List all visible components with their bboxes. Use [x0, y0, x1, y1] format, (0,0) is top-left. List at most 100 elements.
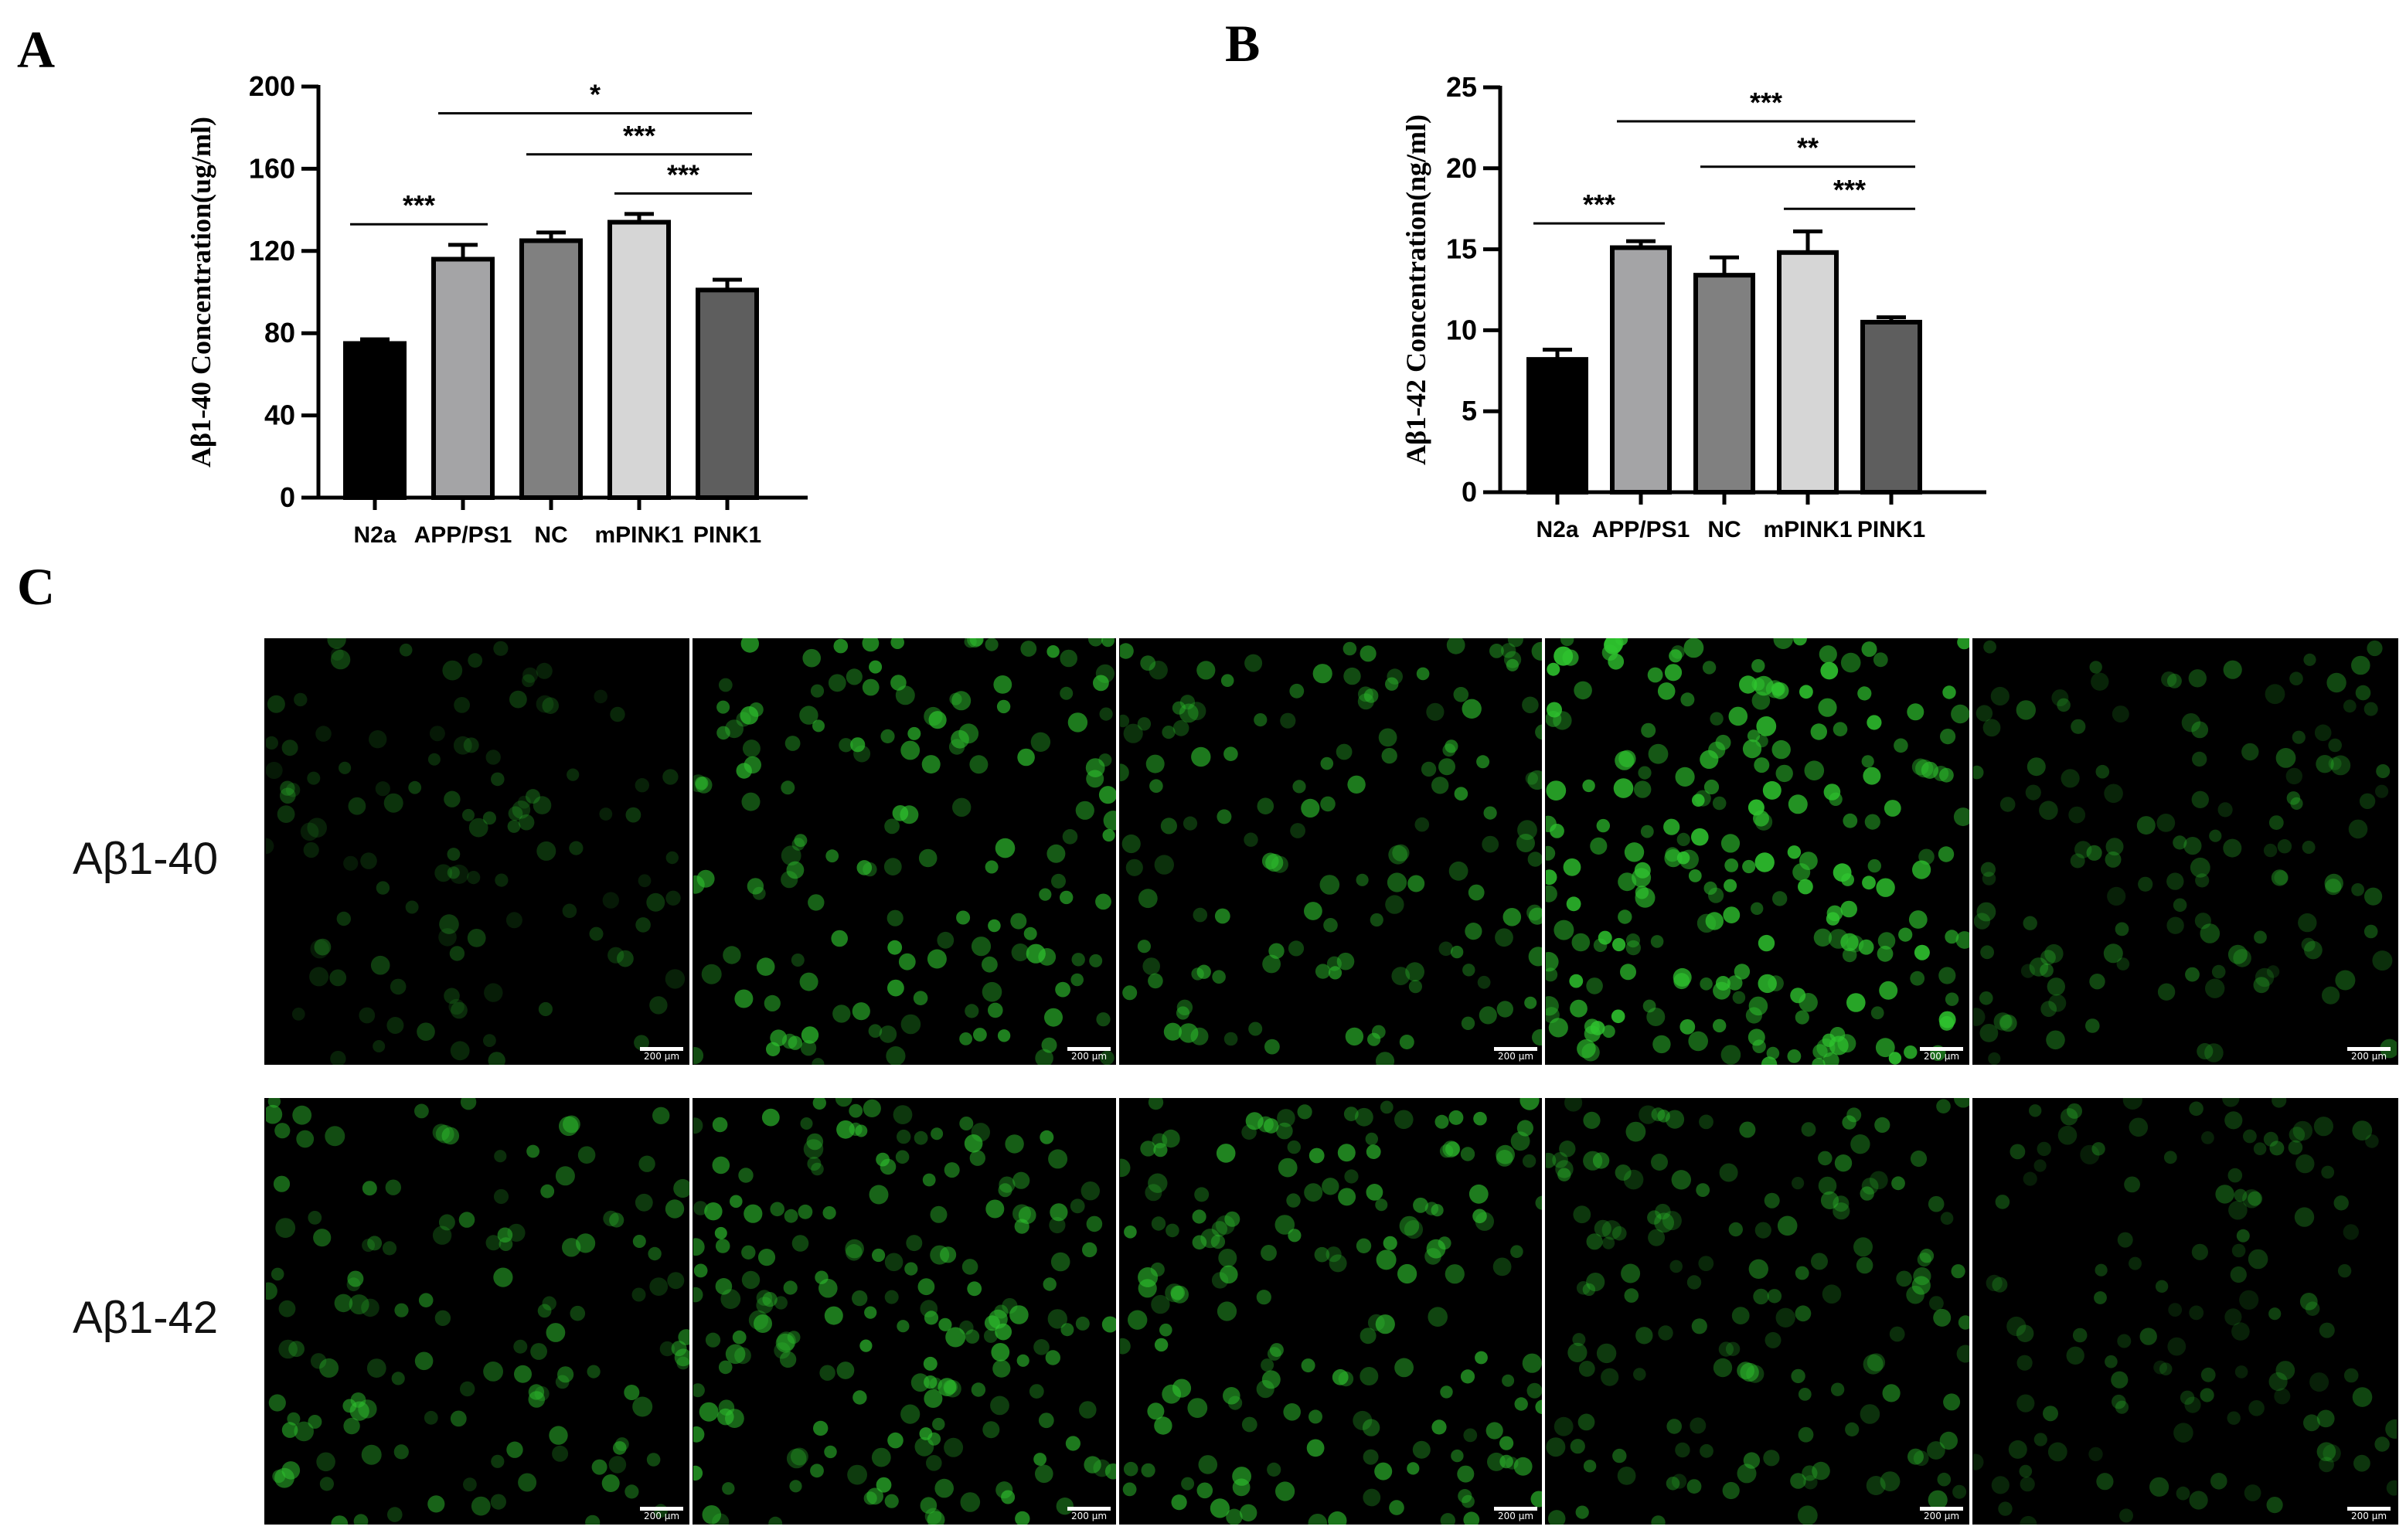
cell	[2122, 1098, 2142, 1110]
cell	[1275, 1481, 1295, 1501]
cell	[812, 1098, 826, 1110]
cell	[1461, 1016, 1475, 1030]
cell	[1703, 881, 1717, 895]
cell	[926, 1455, 942, 1471]
cell	[1793, 638, 1807, 646]
cell	[1919, 1249, 1935, 1263]
cell	[1799, 685, 1813, 699]
cell	[366, 1358, 386, 1378]
cell	[1820, 1191, 1839, 1209]
cell	[1638, 766, 1652, 780]
cell	[267, 695, 285, 713]
cell	[493, 641, 509, 656]
cell	[846, 668, 863, 685]
cell	[900, 1404, 921, 1424]
cell	[886, 1046, 906, 1065]
cell	[534, 1386, 550, 1402]
cell	[1397, 1263, 1417, 1284]
cell	[1016, 1354, 1029, 1367]
cell	[1688, 1031, 1708, 1052]
cell	[1264, 1039, 1280, 1055]
cell	[2227, 1411, 2241, 1425]
scale-bar: 200 μm	[1920, 1507, 1963, 1521]
cell	[1297, 1104, 1312, 1120]
cell	[2268, 1307, 2282, 1321]
cell	[1407, 1462, 1420, 1475]
cell	[386, 1017, 404, 1034]
cell	[995, 1323, 1012, 1341]
row-label-abeta40: Aβ1-40	[73, 834, 219, 884]
cell	[1863, 1354, 1884, 1375]
significance-label: ***	[403, 189, 435, 221]
cell	[1992, 1277, 2008, 1293]
y-tick-label: 160	[249, 152, 295, 184]
cell	[1370, 913, 1383, 927]
cell	[1647, 667, 1663, 683]
microscopy-image: 200 μm	[1973, 638, 2397, 1065]
cell	[1991, 1476, 2010, 1494]
cell	[1980, 945, 1994, 960]
cell	[2323, 1444, 2341, 1463]
cell	[1388, 845, 1408, 865]
cell	[937, 931, 955, 949]
cell	[1179, 703, 1199, 723]
cell	[1675, 767, 1695, 787]
bar-app-ps1	[431, 257, 495, 500]
cell	[1993, 1012, 2013, 1031]
cell	[1098, 753, 1112, 767]
cell	[1009, 1305, 1029, 1324]
cell	[1810, 723, 1827, 740]
cell	[2236, 1229, 2250, 1243]
cell	[1531, 641, 1543, 661]
cell	[959, 1032, 972, 1045]
cell	[1269, 1343, 1284, 1358]
tile-divider	[689, 638, 693, 1065]
cell	[1431, 1419, 1447, 1435]
cell	[1840, 652, 1861, 673]
cell	[952, 797, 972, 817]
cell	[1765, 1331, 1782, 1348]
cell	[1812, 1461, 1830, 1481]
cell	[1399, 1215, 1420, 1236]
cell	[1758, 974, 1777, 994]
cell	[1123, 723, 1143, 743]
cell	[1462, 699, 1482, 719]
cell	[1866, 1476, 1886, 1495]
cell	[2107, 886, 2126, 906]
cell	[1527, 852, 1543, 867]
cell	[288, 1341, 305, 1358]
cell	[667, 1272, 685, 1290]
cell	[927, 949, 947, 969]
cell	[266, 1104, 283, 1124]
cell	[1082, 1242, 1098, 1258]
cell	[2104, 784, 2123, 804]
cell	[559, 1116, 579, 1137]
cell	[1979, 991, 1993, 1005]
cell	[1468, 884, 1485, 901]
cell	[917, 1278, 935, 1296]
cell	[1220, 674, 1234, 687]
cell	[1071, 953, 1085, 967]
cell	[1862, 875, 1876, 890]
cell	[536, 662, 553, 679]
cell	[1973, 1453, 1984, 1470]
cell	[1646, 1008, 1666, 1026]
cell	[274, 1123, 291, 1139]
microscopy-image: 200 μm	[1973, 1098, 2397, 1525]
cell	[2363, 924, 2378, 939]
cell	[1510, 1245, 1523, 1258]
cell	[1154, 855, 1174, 875]
cell	[1633, 1368, 1646, 1381]
cell	[1625, 933, 1640, 948]
cell	[2292, 1120, 2312, 1141]
cell	[493, 1188, 509, 1205]
y-tick-label: 80	[264, 317, 295, 348]
cell	[2173, 1423, 2193, 1443]
cell	[716, 700, 730, 714]
cell	[1611, 1009, 1625, 1024]
cell	[1921, 761, 1938, 779]
cell	[2343, 699, 2357, 713]
cell	[1440, 1385, 1453, 1399]
cell	[1990, 686, 2010, 706]
cell	[589, 926, 604, 941]
